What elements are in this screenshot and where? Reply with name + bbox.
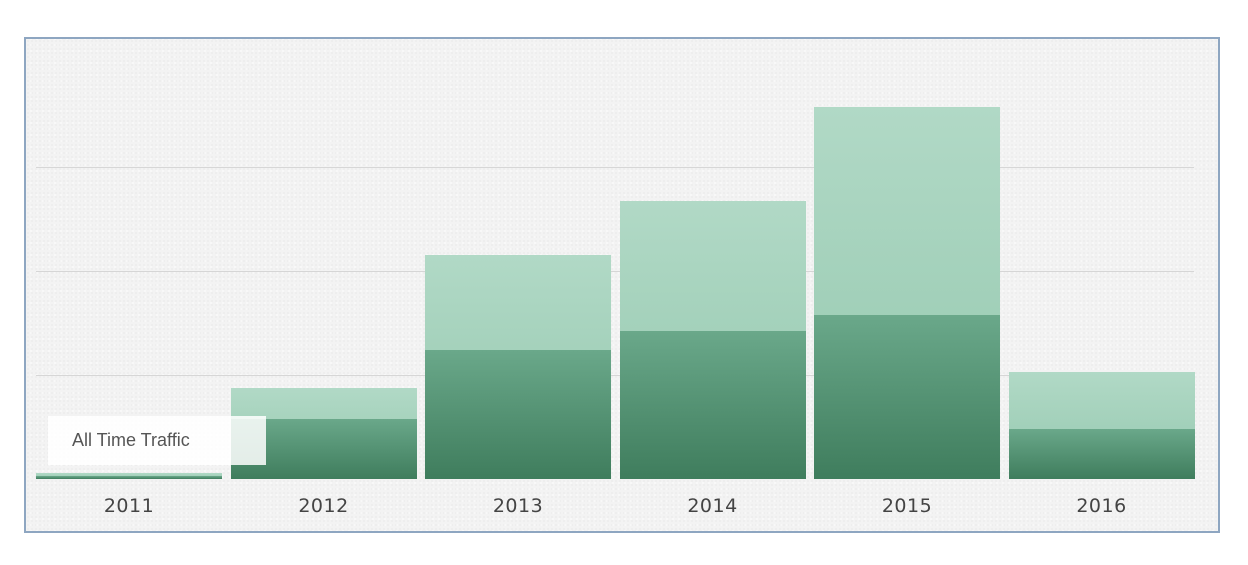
gridline [36, 270, 1194, 272]
x-axis-label: 2013 [492, 495, 544, 517]
legend-label: All Time Traffic [48, 416, 266, 465]
chart-frame: 2011 2012 2013 2014 2015 2016 All Time Traffi… [24, 37, 1220, 533]
bar-segment-subset [814, 315, 1000, 479]
bar-2011[interactable] [36, 69, 222, 479]
bar-segment-subset [36, 475, 222, 479]
x-axis-label: 2016 [1076, 495, 1127, 517]
x-axis-label: 2011 [103, 495, 155, 517]
x-axis-label: 2012 [298, 495, 349, 517]
bar-segment-subset [1008, 428, 1195, 479]
bar-segment-total [36, 472, 222, 479]
x-axis-label: 2015 [881, 495, 933, 517]
plot-area: 2011 2012 2013 2014 2015 2016 [26, 39, 1218, 531]
bar-segment-subset [425, 349, 611, 479]
gridline [36, 166, 1194, 168]
bar-2013[interactable] [425, 69, 611, 479]
bar-2016[interactable] [1008, 69, 1195, 479]
x-axis-label: 2014 [687, 495, 738, 517]
bar-2014[interactable] [619, 69, 806, 479]
bar-2015[interactable] [814, 69, 1000, 479]
bar-segment-subset [619, 330, 806, 479]
gridline [36, 374, 1194, 376]
